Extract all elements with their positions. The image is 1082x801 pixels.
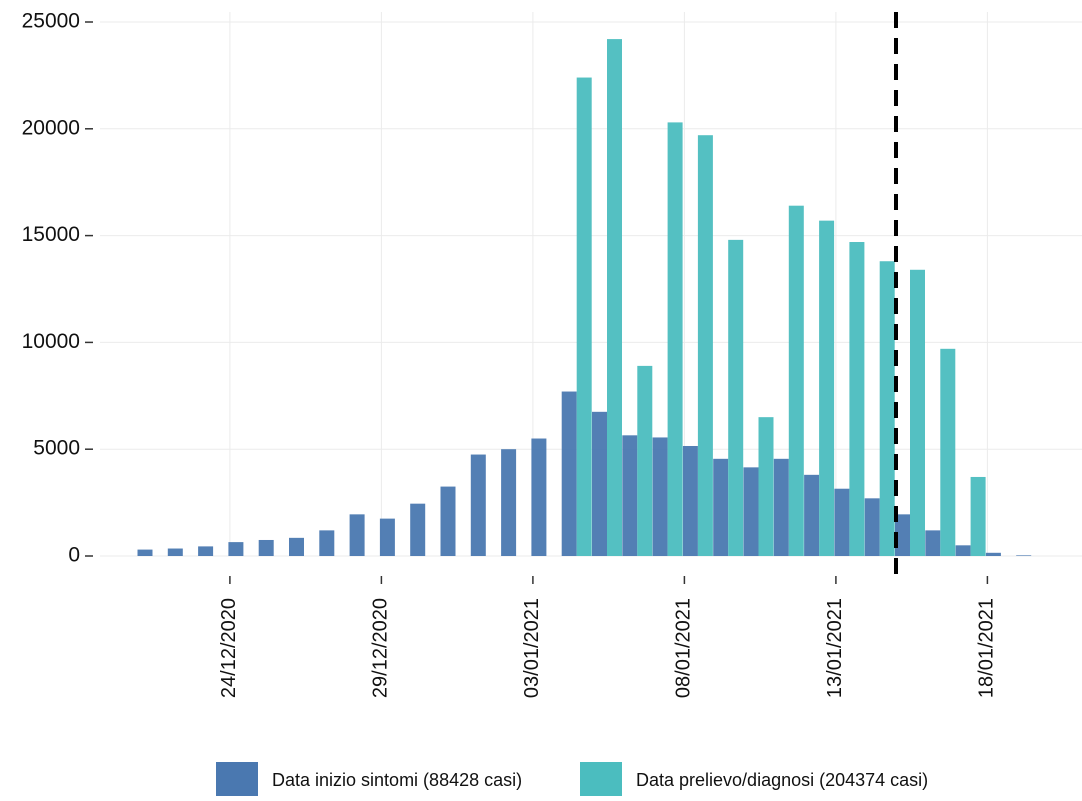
y-tick-label: 5000 [33,437,80,460]
bar [864,498,880,556]
bar [410,503,426,556]
bar [198,546,214,556]
x-tick-label: 13/01/2021 [824,598,846,698]
bar [895,514,910,556]
bar [592,411,607,556]
bar [713,458,729,556]
x-tick-label: 24/12/2020 [218,598,240,698]
bar [607,39,622,556]
bar [258,539,274,556]
bar [440,486,456,556]
y-tick-label: 25000 [22,10,80,33]
bar [743,467,759,556]
bar [697,135,713,556]
x-tick-label: 18/01/2021 [976,598,998,698]
y-tick-label: 20000 [22,116,80,139]
bar [879,261,895,556]
bar [925,530,941,556]
bar [137,549,153,556]
bar [788,205,804,557]
bar [531,438,547,556]
x-tick-label: 03/01/2021 [521,598,543,698]
bar [379,518,395,556]
bar [970,476,986,556]
bar [228,542,244,556]
bar [470,454,486,556]
x-tick-label: 08/01/2021 [673,598,695,698]
bar [804,474,820,556]
y-tick-label: 10000 [22,330,80,353]
bar [501,449,517,556]
bar [940,348,956,556]
bar [1016,555,1032,556]
bar [319,530,335,556]
bar [834,488,850,556]
bar [561,391,577,556]
legend-label: Data inizio sintomi (88428 casi) [272,770,522,790]
bar [349,514,365,556]
legend-swatch [580,762,622,796]
bar [758,417,774,556]
y-tick-label: 15000 [22,223,80,246]
bar [728,239,744,556]
bar [682,445,698,556]
bar [652,437,668,556]
bar [667,122,683,556]
legend-label: Data prelievo/diagnosi (204374 casi) [636,770,928,790]
bar [167,548,183,556]
bar [576,77,592,556]
bar [637,365,653,556]
y-tick-label: 0 [68,544,80,567]
bar [849,242,865,556]
bar [910,269,925,556]
bar [289,537,304,556]
bar [955,545,971,556]
legend-swatch [216,762,258,796]
bar [622,435,638,556]
bar [773,458,789,556]
bar [985,552,1001,556]
bar [819,220,835,556]
x-tick-label: 29/12/2020 [370,598,392,698]
